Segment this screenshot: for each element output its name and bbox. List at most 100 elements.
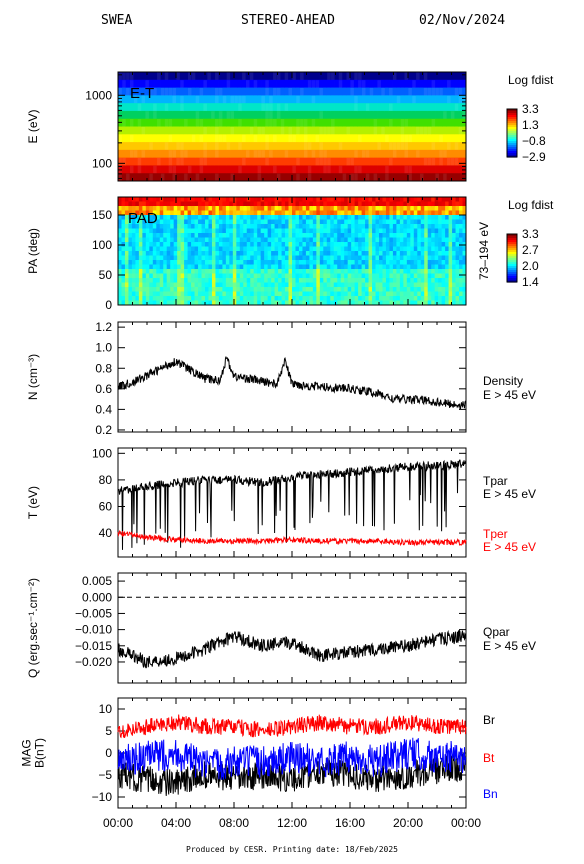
pad-cell [445, 246, 449, 252]
pad-cell [337, 278, 342, 283]
pad-cell [118, 260, 122, 265]
pad-cell [305, 246, 310, 252]
spectrogram-cell [218, 87, 223, 96]
pad-cell [410, 296, 415, 301]
pad-cell [326, 269, 331, 274]
pad-cell [316, 278, 321, 283]
pad-cell [323, 269, 328, 274]
pad-cell [138, 228, 143, 234]
spectrogram-cell [295, 103, 301, 112]
spectrogram-cell [145, 79, 150, 88]
spectrogram-cell [195, 87, 200, 96]
pad-cell [326, 260, 331, 265]
pad-cell [312, 251, 317, 256]
pad-cell [309, 233, 314, 238]
pad-cell [166, 269, 171, 274]
pad-cell [159, 201, 164, 207]
pad-cell [372, 210, 376, 216]
pad-cell [316, 197, 321, 202]
pad-cell [312, 197, 317, 202]
pad-cell [309, 282, 314, 288]
pad-cell [417, 264, 422, 270]
pad-cell [438, 237, 443, 243]
pad-cell [309, 291, 314, 297]
spectrogram-cell [396, 173, 401, 182]
pad-cell [260, 269, 265, 274]
pad-cell [441, 255, 446, 261]
pad-cell [253, 233, 258, 238]
spectrogram-cell [388, 79, 393, 88]
pad-cell [264, 260, 269, 265]
pad-cell [358, 300, 362, 306]
pad-cell [198, 215, 202, 220]
pad-cell [379, 201, 383, 207]
spectrogram-cell [423, 165, 428, 174]
pad-cell [434, 233, 439, 238]
spectrogram-cell [396, 126, 401, 135]
pad-cell [305, 219, 310, 225]
spectrogram-cell [237, 173, 243, 182]
pad-cell [288, 201, 293, 207]
pad-cell [191, 269, 195, 274]
pad-cell [462, 210, 467, 216]
pad-cell [413, 242, 418, 247]
pad-cell [149, 237, 154, 243]
pad-cell [163, 197, 168, 202]
spectrogram-cell [326, 103, 332, 112]
pad-cell [264, 300, 269, 306]
pad-cell [298, 201, 303, 207]
pad-cell [340, 300, 345, 306]
pad-cell [358, 273, 362, 279]
spectrogram-cell [249, 149, 254, 159]
pad-cell [253, 224, 258, 229]
spectrogram-cell [249, 173, 254, 182]
pad-cell [194, 255, 199, 261]
spectrogram-cell [353, 126, 359, 135]
spectrogram-cell [334, 95, 339, 104]
spectrogram-cell [125, 110, 130, 120]
spectrogram-cell [288, 87, 293, 96]
pad-cell [198, 269, 202, 274]
pad-cell [385, 219, 390, 225]
pad-cell [375, 255, 380, 261]
pad-cell [330, 224, 335, 229]
pad-cell [260, 210, 265, 216]
pad-cell [323, 215, 328, 220]
spectrogram-cell [365, 142, 370, 151]
pad-cell [177, 278, 182, 283]
pad-cell [375, 210, 380, 216]
pad-cell [285, 269, 289, 274]
pad-cell [302, 233, 307, 238]
pad-cell [191, 228, 195, 234]
pad-cell [149, 278, 154, 283]
spectrogram-cell [272, 95, 277, 104]
spectrogram-cell [392, 157, 397, 166]
pad-cell [410, 251, 415, 256]
pad-cell [309, 242, 314, 247]
pad-cell [246, 215, 251, 220]
pad-cell [274, 224, 279, 229]
spectrogram-cell [210, 79, 216, 88]
pad-cell [361, 273, 366, 279]
pad-cell [337, 233, 342, 238]
spectrogram-cell [152, 95, 158, 104]
pad-cell [135, 282, 140, 288]
spectrogram-cell [261, 134, 266, 143]
pad-cell [208, 206, 213, 211]
spectrogram-cell [400, 103, 405, 112]
pad-cell [385, 246, 390, 252]
pad-cell [222, 269, 227, 274]
pad-cell [239, 206, 244, 211]
pad-cell [236, 206, 241, 211]
pad-cell [142, 224, 147, 229]
spectrogram-cell [307, 134, 312, 143]
pad-cell [205, 242, 209, 247]
pad-cell [358, 242, 362, 247]
colorbar-cell [507, 240, 517, 243]
pad-cell [260, 201, 265, 207]
pad-cell [319, 264, 324, 270]
pad-cell [271, 269, 275, 274]
spectrogram-cell [288, 118, 293, 127]
pad-cell [145, 210, 150, 216]
pad-cell [365, 264, 369, 270]
